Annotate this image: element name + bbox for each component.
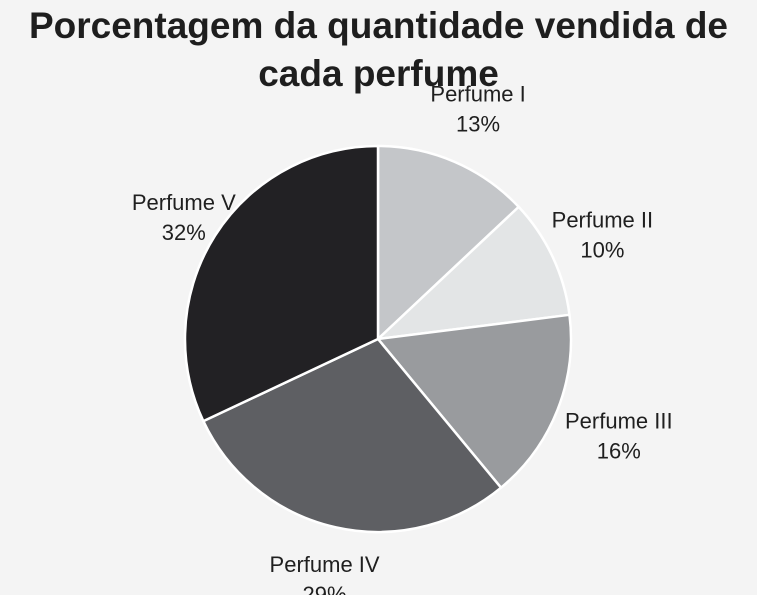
- slice-label-name: Perfume II: [552, 207, 653, 232]
- pie-slice-3: [376, 313, 573, 489]
- slice-label-name: Perfume III: [565, 408, 673, 433]
- slice-label-4: Perfume IV 29%: [270, 552, 380, 595]
- pie-slice-5: [183, 144, 380, 423]
- slice-label-percent: 10%: [580, 237, 624, 262]
- slice-label-3: Perfume III 16%: [565, 408, 673, 463]
- slice-label-2: Perfume II 10%: [552, 207, 653, 262]
- slice-label-name: Perfume I: [430, 82, 525, 107]
- slice-label-5: Perfume V 32%: [132, 190, 236, 245]
- slice-label-1: Perfume I 13%: [430, 82, 525, 137]
- slice-label-percent: 29%: [303, 582, 347, 595]
- pie-labels: Perfume I 13%Perfume II 10%Perfume III 16%P…: [132, 82, 673, 595]
- chart-title-line-2: cada perfume: [258, 53, 499, 94]
- slice-label-percent: 16%: [597, 438, 641, 463]
- pie-slice-2: [376, 205, 571, 341]
- slice-label-name: Perfume IV: [270, 552, 380, 577]
- chart-title: Porcentagem da quantidade vendida de cad…: [0, 2, 757, 98]
- pie-slices: [183, 144, 573, 534]
- pie-slice-1: [376, 144, 520, 341]
- chart-title-line-1: Porcentagem da quantidade vendida de: [28, 5, 729, 46]
- slice-label-percent: 13%: [456, 112, 500, 137]
- slice-label-percent: 32%: [162, 220, 206, 245]
- slice-label-name: Perfume V: [132, 190, 236, 215]
